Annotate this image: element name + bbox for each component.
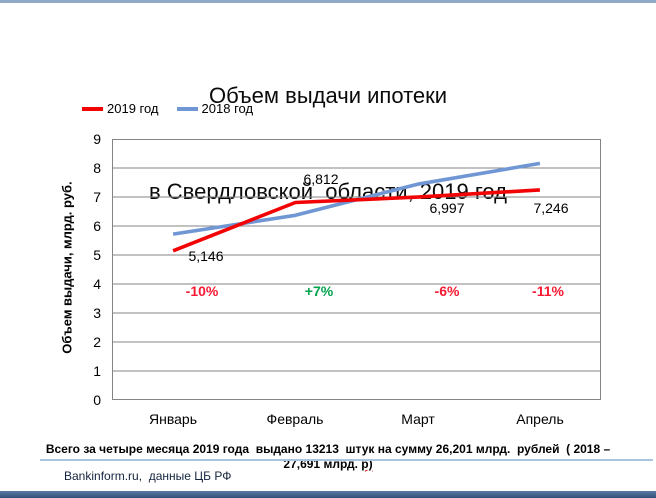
page-title-line1: Объем выдачи ипотеки [208, 83, 448, 108]
source-attribution: Bankinform.ru, данные ЦБ РФ [64, 469, 232, 483]
pct-label-january: -10% [185, 283, 219, 299]
page-title: Объем выдачи ипотеки в Свердловской обла… [0, 16, 656, 272]
data-label-march: 6,997 [429, 200, 465, 216]
y-axis-tick: 0 [93, 392, 101, 408]
bottom-accent-bar [0, 491, 656, 498]
y-axis-tick: 7 [93, 189, 101, 205]
page-title-line2: в Свердловской области, 2019 год [148, 179, 507, 204]
legend-swatch-2018 [176, 106, 198, 111]
x-label-january: Январь [149, 411, 197, 427]
y-axis-tick: 5 [93, 247, 101, 263]
x-label-february: Февраль [266, 411, 324, 427]
y-axis-tick: 9 [93, 131, 101, 147]
pct-label-february: +7% [304, 283, 334, 299]
x-label-march: Март [401, 411, 435, 427]
data-label-february: 6,812 [303, 171, 339, 187]
legend-item-2019: 2019 год [82, 101, 159, 116]
data-label-january: 5,146 [188, 248, 224, 264]
footer-summary-spellcheck-word: р) [361, 457, 373, 471]
data-label-april: 7,246 [533, 200, 569, 216]
line-chart-plot-area [112, 139, 601, 400]
y-axis-tick: 2 [93, 334, 101, 350]
top-accent-rule [0, 0, 656, 3]
legend-swatch-2019 [82, 106, 103, 111]
legend-label-2019: 2019 год [107, 101, 159, 116]
y-axis-tick: 4 [93, 276, 101, 292]
y-axis-tick: 1 [93, 363, 101, 379]
footer-summary-main: Всего за четыре месяца 2019 года выдано … [45, 442, 614, 471]
footer-divider-rule [40, 459, 653, 461]
pct-label-march: -6% [434, 283, 460, 299]
chart-legend: 2019 год 2018 год [82, 101, 253, 116]
legend-label-2018: 2018 год [201, 101, 254, 116]
pct-label-april: -11% [532, 283, 564, 299]
legend-item-2018: 2018 год [176, 101, 254, 116]
y-axis-tick: 6 [93, 218, 101, 234]
y-axis-tick: 8 [93, 160, 101, 176]
y-axis-tick: 3 [93, 305, 101, 321]
x-label-april: Апрель [516, 411, 564, 427]
footer-summary-note: Всего за четыре месяца 2019 года выдано … [28, 442, 628, 472]
